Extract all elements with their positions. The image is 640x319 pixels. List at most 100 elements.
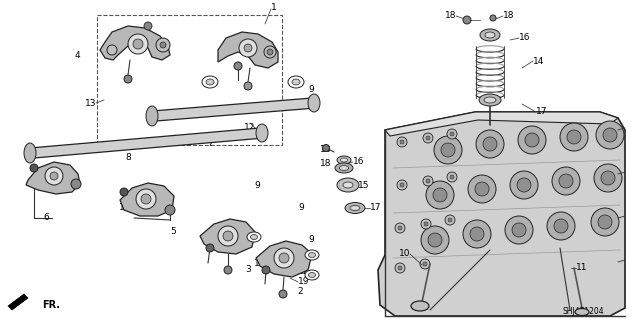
Circle shape <box>603 128 617 142</box>
Ellipse shape <box>350 205 360 211</box>
Text: 19: 19 <box>298 278 310 286</box>
Ellipse shape <box>411 301 429 311</box>
Circle shape <box>423 262 427 266</box>
Text: 20: 20 <box>38 172 50 181</box>
Text: 9: 9 <box>204 77 210 85</box>
Ellipse shape <box>484 97 496 103</box>
Polygon shape <box>152 98 316 121</box>
Text: 13: 13 <box>84 99 96 108</box>
Circle shape <box>398 226 402 230</box>
Polygon shape <box>218 32 278 68</box>
Circle shape <box>45 167 63 185</box>
Ellipse shape <box>308 253 316 257</box>
Circle shape <box>552 167 580 195</box>
Text: 18: 18 <box>445 11 456 20</box>
Circle shape <box>397 137 407 147</box>
Polygon shape <box>378 112 625 316</box>
Circle shape <box>120 188 128 196</box>
Text: SHJ4E1204: SHJ4E1204 <box>562 308 604 316</box>
Circle shape <box>447 172 457 182</box>
Circle shape <box>601 171 615 185</box>
Text: 8: 8 <box>125 153 131 162</box>
Polygon shape <box>8 294 28 310</box>
Circle shape <box>133 39 143 49</box>
Circle shape <box>434 136 462 164</box>
Circle shape <box>598 215 612 229</box>
Circle shape <box>323 145 330 152</box>
Text: 19: 19 <box>253 259 265 269</box>
Ellipse shape <box>343 182 353 188</box>
Polygon shape <box>256 241 312 277</box>
Ellipse shape <box>250 234 257 240</box>
Circle shape <box>525 133 539 147</box>
Ellipse shape <box>292 79 300 85</box>
Circle shape <box>567 130 581 144</box>
Circle shape <box>206 244 214 252</box>
Text: 12: 12 <box>298 266 309 276</box>
Circle shape <box>463 220 491 248</box>
Circle shape <box>400 183 404 187</box>
Ellipse shape <box>305 270 319 280</box>
Circle shape <box>560 123 588 151</box>
Circle shape <box>450 175 454 179</box>
Circle shape <box>428 233 442 247</box>
Circle shape <box>397 180 407 190</box>
Circle shape <box>470 227 484 241</box>
Ellipse shape <box>335 163 353 173</box>
Ellipse shape <box>340 158 348 162</box>
Circle shape <box>559 174 573 188</box>
Circle shape <box>421 226 449 254</box>
Ellipse shape <box>339 166 349 170</box>
Text: 20: 20 <box>130 189 141 197</box>
Circle shape <box>421 219 431 229</box>
Circle shape <box>395 263 405 273</box>
Ellipse shape <box>345 203 365 213</box>
Circle shape <box>426 181 454 209</box>
Circle shape <box>463 16 471 24</box>
Circle shape <box>30 164 38 172</box>
Circle shape <box>50 172 58 180</box>
Circle shape <box>505 216 533 244</box>
Circle shape <box>136 189 156 209</box>
Circle shape <box>160 42 166 48</box>
Ellipse shape <box>256 124 268 142</box>
Ellipse shape <box>480 29 500 41</box>
Circle shape <box>224 266 232 274</box>
Ellipse shape <box>305 250 319 260</box>
Text: FR.: FR. <box>42 300 60 310</box>
Ellipse shape <box>202 76 218 88</box>
Text: 16: 16 <box>353 158 365 167</box>
Polygon shape <box>30 128 264 158</box>
Text: 18: 18 <box>320 159 332 167</box>
Circle shape <box>144 22 152 30</box>
Text: 2: 2 <box>297 286 303 295</box>
Ellipse shape <box>206 79 214 85</box>
Ellipse shape <box>308 272 316 278</box>
Circle shape <box>423 133 433 143</box>
Circle shape <box>441 143 455 157</box>
Text: 1: 1 <box>271 4 276 12</box>
Circle shape <box>426 179 430 183</box>
Circle shape <box>424 222 428 226</box>
Text: 13: 13 <box>118 204 130 212</box>
Ellipse shape <box>24 143 36 163</box>
Circle shape <box>518 126 546 154</box>
Text: 18: 18 <box>503 11 515 20</box>
Circle shape <box>124 75 132 83</box>
Ellipse shape <box>337 178 359 192</box>
Ellipse shape <box>308 94 320 112</box>
Circle shape <box>423 176 433 186</box>
Text: 3: 3 <box>245 264 251 273</box>
Ellipse shape <box>575 308 589 315</box>
Circle shape <box>447 129 457 139</box>
Circle shape <box>239 39 257 57</box>
Text: 18: 18 <box>320 145 332 154</box>
Circle shape <box>475 182 489 196</box>
Circle shape <box>244 44 252 52</box>
Circle shape <box>156 38 170 52</box>
Circle shape <box>468 175 496 203</box>
Circle shape <box>476 130 504 158</box>
Polygon shape <box>200 219 255 254</box>
Circle shape <box>218 226 238 246</box>
Text: 9: 9 <box>298 204 304 212</box>
